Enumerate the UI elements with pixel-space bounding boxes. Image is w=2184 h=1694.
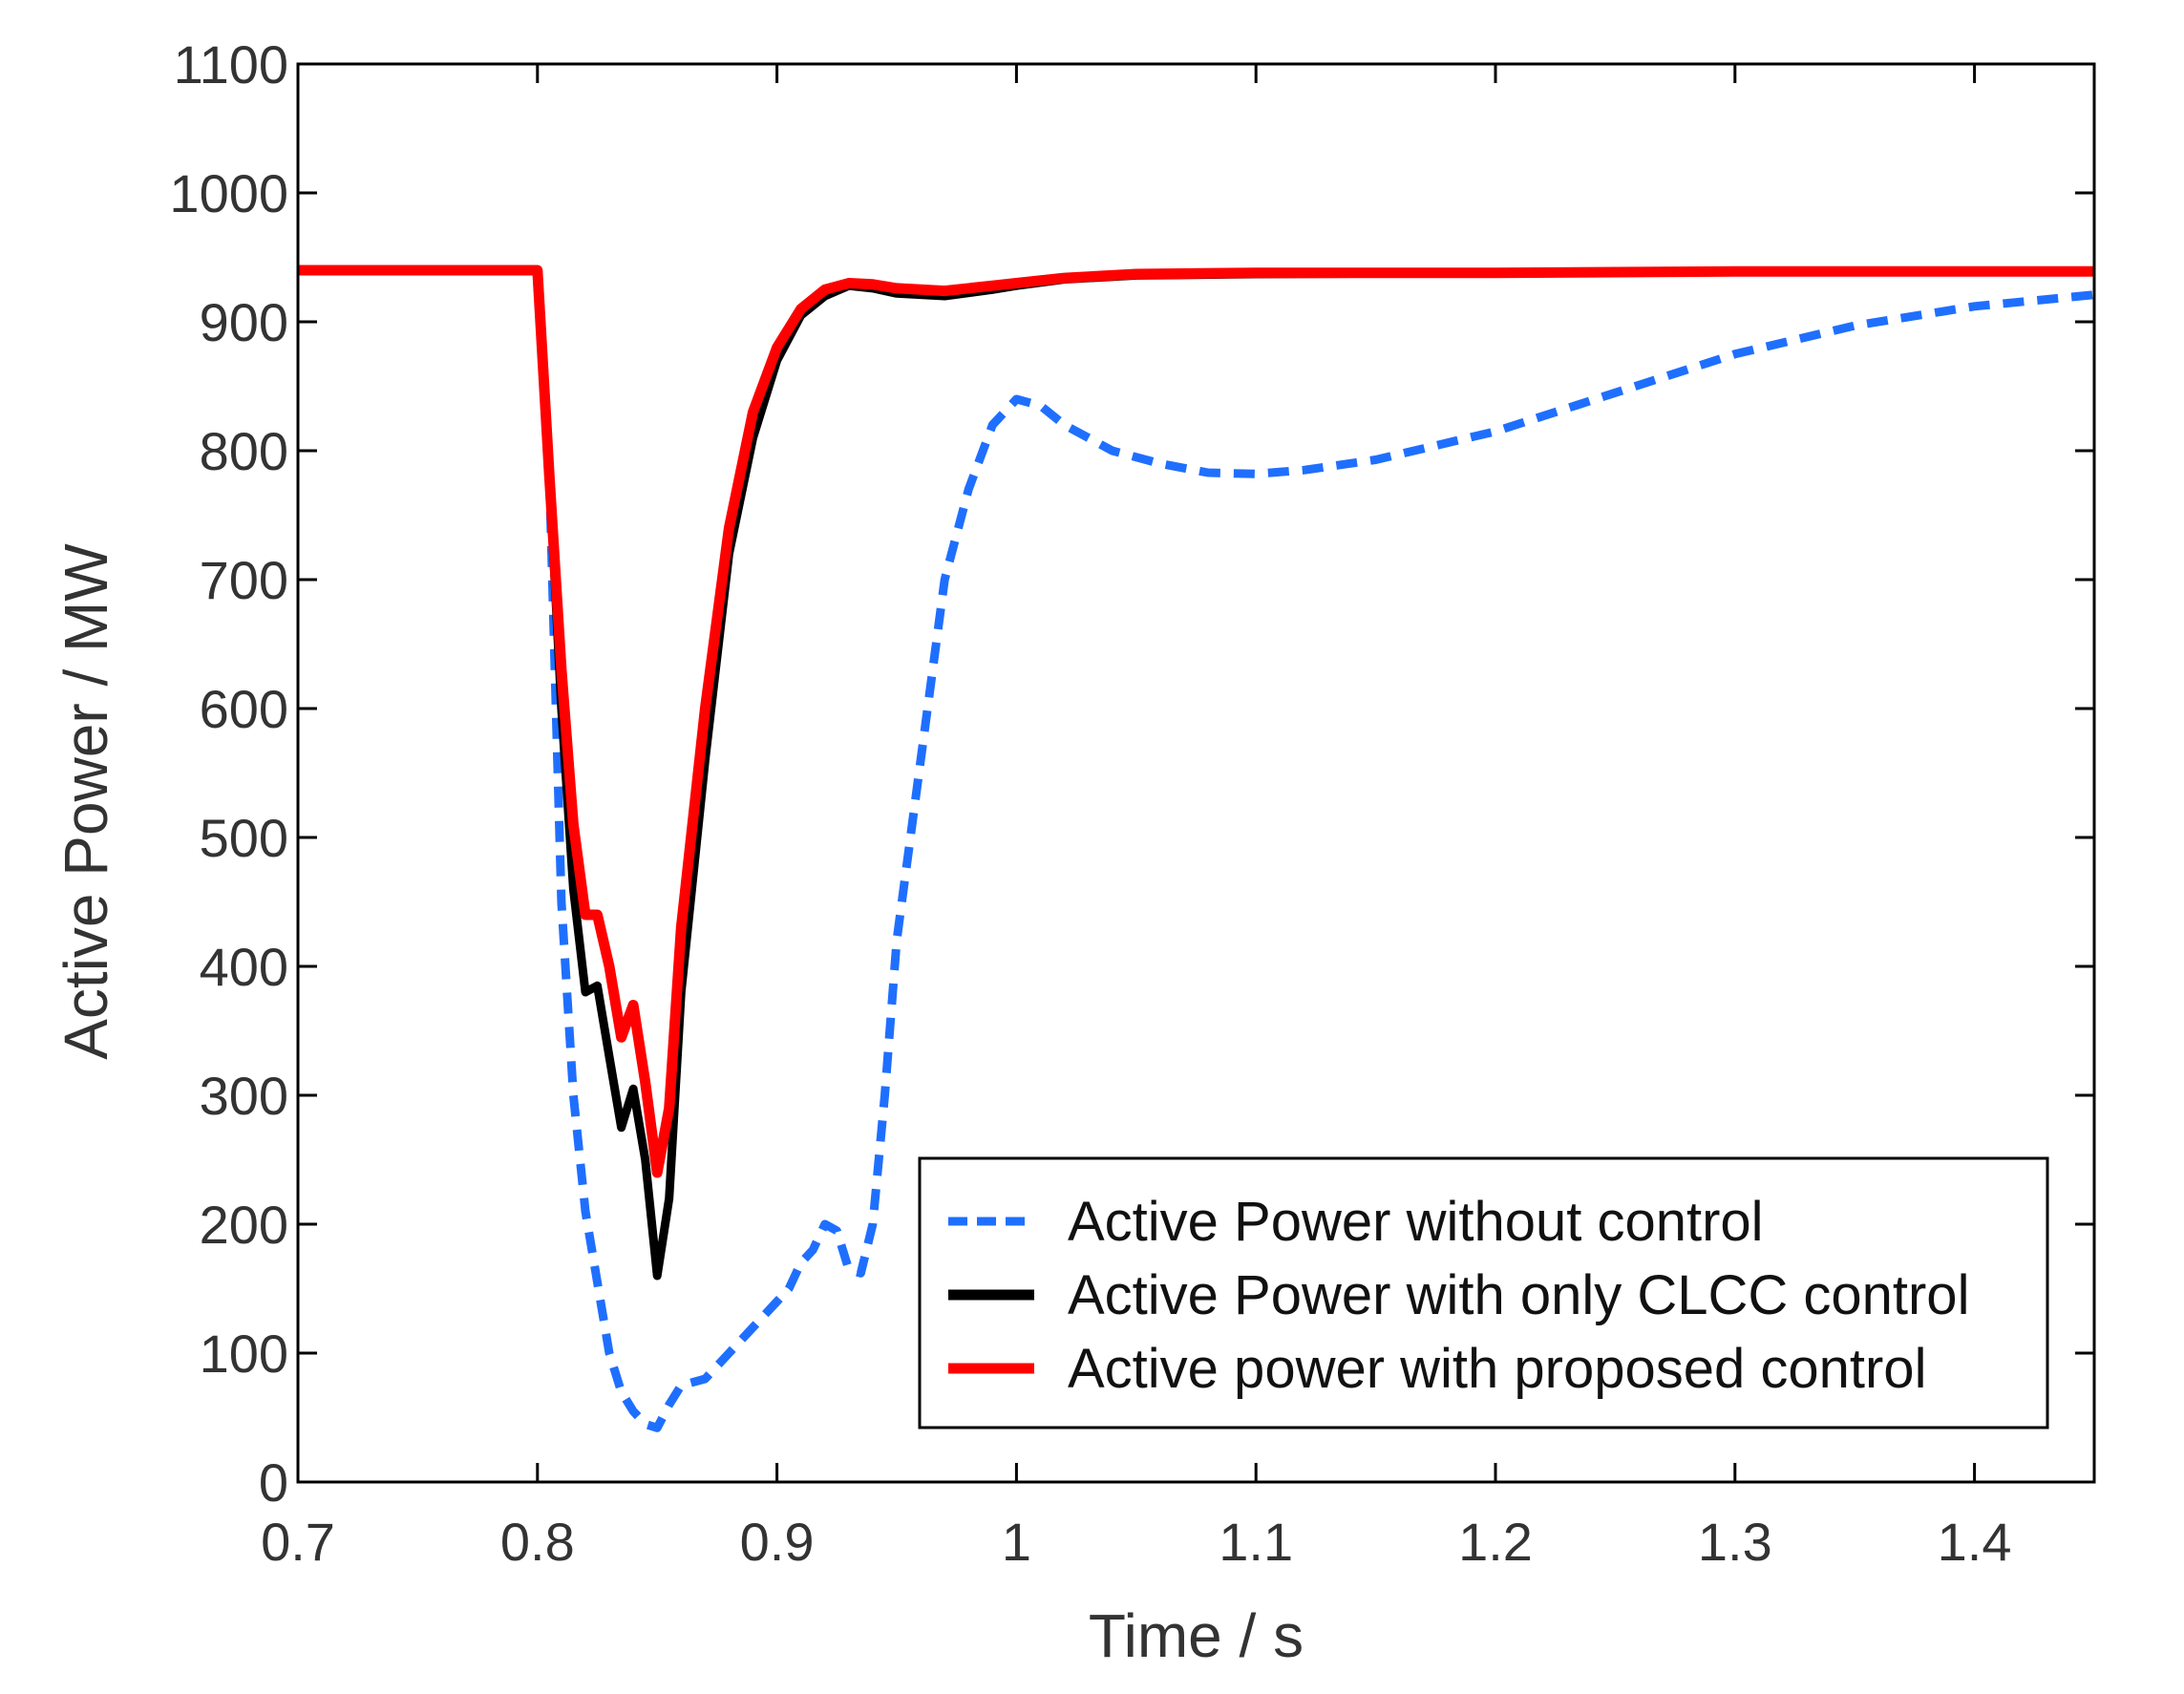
legend-label-2: Active Power with only CLCC control bbox=[1068, 1264, 1969, 1326]
legend-label-1: Active Power without control bbox=[1068, 1191, 1764, 1253]
x-tick-label: 0.8 bbox=[500, 1512, 575, 1572]
plot-area-frame bbox=[296, 62, 2096, 1484]
y-axis-title: Active Power / MW bbox=[52, 543, 120, 1060]
x-axis-title: Time / s bbox=[1089, 1601, 1304, 1670]
x-tick-label: 1.3 bbox=[1698, 1512, 1772, 1572]
legend-label-3: Active power with proposed control bbox=[1068, 1338, 1926, 1400]
series-layer bbox=[298, 265, 2094, 1432]
x-tick-label: 1 bbox=[1002, 1512, 1031, 1572]
y-tick-label: 500 bbox=[200, 808, 288, 868]
y-tick-label: 600 bbox=[200, 679, 288, 739]
y-tick-label: 300 bbox=[200, 1066, 288, 1126]
x-tick-label: 0.7 bbox=[261, 1512, 335, 1572]
series-line-3 bbox=[298, 265, 2094, 1178]
y-tick-label: 200 bbox=[200, 1195, 288, 1255]
axes-layer bbox=[296, 62, 2096, 1484]
y-tick-label: 1100 bbox=[174, 34, 288, 95]
x-tick-label: 0.9 bbox=[740, 1512, 815, 1572]
y-tick-label: 400 bbox=[200, 937, 288, 997]
y-tick-label: 1000 bbox=[169, 163, 288, 223]
y-tick-label: 0 bbox=[259, 1452, 288, 1513]
y-tick-label: 900 bbox=[200, 292, 288, 352]
series-line-1 bbox=[298, 265, 2094, 1432]
x-tick-label: 1.2 bbox=[1458, 1512, 1533, 1572]
ticks-layer: 0.7 0.8 0.9 1 1.1 1.2 1.3 1.4 0 100 200 300 400 500 60… bbox=[169, 34, 2094, 1572]
y-tick-label: 100 bbox=[200, 1323, 288, 1384]
y-tick-label: 700 bbox=[200, 550, 288, 610]
legend-box bbox=[918, 1156, 2049, 1429]
legend: Active Power without control Active Power… bbox=[918, 1156, 2049, 1429]
x-tick-label: 1.1 bbox=[1219, 1512, 1293, 1572]
x-tick-label: 1.4 bbox=[1938, 1512, 2012, 1572]
y-tick-label: 800 bbox=[200, 421, 288, 481]
